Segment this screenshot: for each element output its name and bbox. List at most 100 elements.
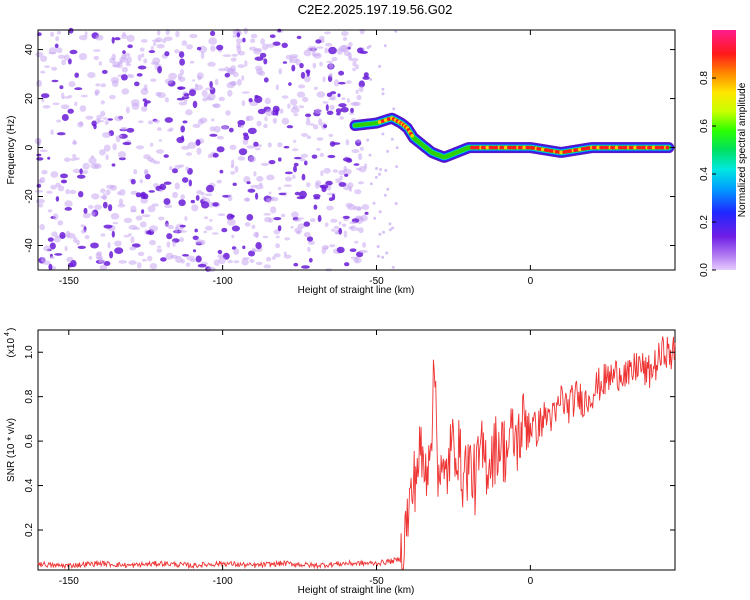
noise-point xyxy=(299,62,304,69)
noise-point xyxy=(190,199,195,204)
noise-point xyxy=(59,85,64,90)
noise-point xyxy=(328,72,333,78)
noise-point xyxy=(378,210,382,214)
noise-point xyxy=(149,159,156,163)
noise-point xyxy=(358,249,368,254)
noise-point xyxy=(327,154,336,159)
noise-point xyxy=(36,79,43,88)
noise-point xyxy=(189,258,196,263)
noise-point xyxy=(330,95,336,101)
noise-point xyxy=(112,143,117,151)
noise-point xyxy=(381,87,385,91)
track-point xyxy=(377,120,382,124)
noise-point xyxy=(166,241,171,248)
noise-point xyxy=(105,189,111,196)
noise-point xyxy=(90,211,96,217)
track-point xyxy=(559,150,563,155)
noise-point xyxy=(313,194,321,198)
noise-point xyxy=(231,225,240,232)
noise-point xyxy=(137,54,142,62)
noise-point xyxy=(358,181,364,185)
scatter-noise-cloud xyxy=(34,27,399,273)
noise-point xyxy=(57,185,65,192)
noise-point xyxy=(255,261,263,266)
noise-point xyxy=(241,75,245,81)
noise-point xyxy=(174,164,182,169)
noise-point xyxy=(250,38,256,44)
noise-point xyxy=(181,145,190,150)
noise-point xyxy=(271,110,278,116)
noise-point xyxy=(69,189,77,195)
noise-point xyxy=(394,202,398,205)
noise-point xyxy=(243,134,250,141)
noise-point xyxy=(192,123,201,128)
noise-point xyxy=(209,218,213,222)
noise-point xyxy=(306,70,310,77)
noise-point xyxy=(331,57,338,62)
track-point xyxy=(637,145,642,150)
noise-point xyxy=(168,72,178,80)
noise-point xyxy=(231,159,235,167)
noise-point xyxy=(230,171,236,175)
noise-point xyxy=(317,214,322,223)
noise-point xyxy=(312,62,317,69)
noise-point xyxy=(386,187,390,191)
noise-point xyxy=(278,68,283,75)
noise-point xyxy=(303,49,312,57)
noise-point xyxy=(157,66,163,74)
noise-point xyxy=(129,246,137,251)
noise-point xyxy=(320,170,324,177)
noise-point xyxy=(88,204,94,209)
track-point xyxy=(383,118,388,122)
noise-point xyxy=(231,53,238,57)
noise-point xyxy=(275,235,280,239)
noise-point xyxy=(338,70,345,76)
noise-point xyxy=(388,222,392,226)
noise-point xyxy=(78,35,88,41)
noise-point xyxy=(95,34,104,41)
track-point xyxy=(651,145,656,150)
noise-point xyxy=(342,36,347,42)
noise-point xyxy=(301,132,308,137)
track-point xyxy=(480,145,485,150)
noise-point xyxy=(126,127,135,133)
noise-point xyxy=(374,175,378,179)
noise-point xyxy=(123,52,131,57)
noise-point xyxy=(328,46,337,55)
noise-point xyxy=(139,179,143,184)
noise-point xyxy=(272,256,276,260)
noise-point xyxy=(306,236,314,242)
noise-point xyxy=(136,262,142,269)
noise-point xyxy=(212,202,219,207)
noise-point xyxy=(381,255,385,259)
noise-point xyxy=(216,179,222,184)
noise-point xyxy=(36,157,44,161)
noise-point xyxy=(101,69,108,74)
noise-point xyxy=(230,80,237,86)
noise-point xyxy=(326,205,334,211)
noise-point xyxy=(303,221,311,227)
noise-point xyxy=(395,165,399,169)
track-point xyxy=(642,145,646,150)
noise-point xyxy=(369,182,373,186)
noise-point xyxy=(321,245,329,250)
noise-point xyxy=(149,263,158,270)
x-tick-label: 0 xyxy=(528,576,534,587)
noise-point xyxy=(184,216,188,221)
noise-point xyxy=(159,188,163,193)
noise-point xyxy=(283,184,292,187)
track-point xyxy=(485,145,490,150)
noise-point xyxy=(88,157,97,165)
noise-point xyxy=(149,225,158,232)
track-point xyxy=(577,147,582,152)
track-point xyxy=(387,117,391,121)
noise-point xyxy=(197,263,207,268)
noise-point xyxy=(352,67,356,72)
noise-point xyxy=(378,64,382,68)
noise-point xyxy=(328,133,334,138)
noise-point xyxy=(263,213,272,216)
noise-point xyxy=(182,254,189,257)
noise-point xyxy=(290,225,294,229)
spectrogram-plot-frame xyxy=(37,29,676,271)
noise-point xyxy=(138,120,144,124)
